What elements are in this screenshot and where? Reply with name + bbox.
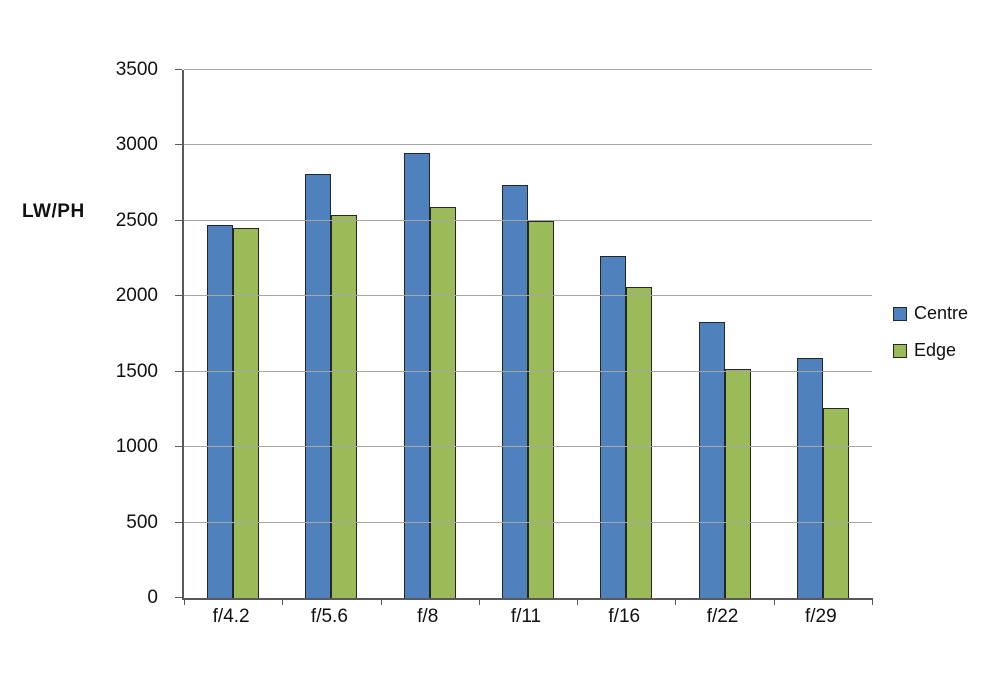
y-tick-label: 2000 (115, 285, 158, 307)
y-axis-tick (175, 144, 182, 146)
x-tick-label: f/4.2 (212, 606, 250, 627)
plot-area (175, 69, 873, 605)
y-tick-label: 1500 (115, 360, 158, 382)
gridline (184, 295, 872, 297)
x-axis-tick (282, 598, 284, 605)
legend-item-centre: Centre (893, 303, 968, 324)
legend: Centre Edge (893, 303, 968, 361)
legend-label: Centre (914, 303, 969, 323)
bar-group (184, 70, 282, 598)
legend-item-edge: Edge (893, 340, 968, 361)
x-tick-label: f/22 (706, 606, 739, 627)
x-tick-label: f/16 (608, 606, 641, 627)
bar-centre (600, 255, 627, 598)
bar-edge (626, 287, 653, 598)
bar-group (577, 70, 675, 598)
x-axis-tick (675, 598, 677, 605)
x-tick-label: f/5.6 (310, 606, 348, 627)
bar-edge (724, 368, 751, 598)
y-tick-label: 0 (147, 587, 158, 608)
y-axis-tick (175, 69, 182, 70)
y-axis-tick (175, 370, 182, 372)
y-axis-tick (175, 597, 182, 598)
bar-centre (796, 358, 823, 598)
bar-centre (403, 152, 430, 598)
bar-group (774, 70, 872, 598)
legend-swatch (893, 343, 907, 358)
x-axis-tick (773, 598, 775, 605)
gridline (184, 446, 872, 448)
y-axis-labels: 0 500 1000 1500 2000 2500 3000 3500 (0, 59, 170, 608)
gridline (184, 521, 872, 523)
y-tick-label: 2500 (115, 209, 158, 231)
legend-swatch (893, 306, 907, 321)
x-tick-label: f/29 (804, 606, 837, 627)
gridline (184, 144, 872, 146)
bar-group (479, 70, 577, 598)
bar-centre (698, 321, 725, 598)
x-tick-label: f/11 (510, 606, 542, 627)
x-axis-tick (577, 598, 579, 605)
bar-group (381, 70, 479, 598)
y-tick-label: 3500 (115, 59, 158, 80)
y-axis-tick (175, 295, 182, 297)
gridline (184, 219, 872, 221)
bar-edge (429, 207, 456, 598)
bar-group (675, 70, 773, 598)
bar-centre (207, 225, 234, 598)
legend-label: Edge (914, 340, 957, 360)
x-axis-tick (478, 598, 480, 605)
x-axis-tick (184, 598, 185, 605)
y-axis-tick (175, 521, 182, 523)
gridline (184, 69, 872, 70)
y-tick-label: 500 (126, 511, 158, 533)
bar-edge (331, 214, 358, 598)
bar-edge (822, 407, 849, 598)
y-axis-tick (175, 219, 182, 221)
bar-edge (233, 228, 260, 598)
bar-groups (184, 70, 872, 598)
bar-edge (527, 220, 554, 598)
y-tick-label: 3000 (115, 134, 158, 156)
y-tick-label: 1000 (115, 436, 158, 458)
x-axis-tick (872, 598, 873, 605)
bar-centre (501, 184, 528, 598)
bar-centre (305, 174, 332, 598)
x-axis-labels: f/4.2 f/5.6 f/8 f/11 f/16 f/22 f/29 (182, 606, 870, 628)
y-axis-tick (175, 446, 182, 448)
x-tick-label: f/8 (417, 606, 439, 627)
y-axis-title: LW/PH (22, 201, 85, 222)
gridline (184, 370, 872, 372)
x-axis-tick (380, 598, 382, 605)
bar-group (282, 70, 380, 598)
